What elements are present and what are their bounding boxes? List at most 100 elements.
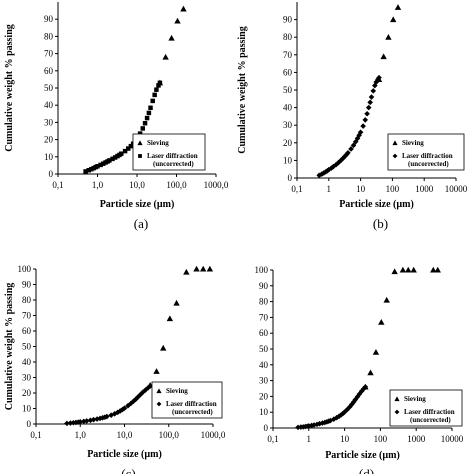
legend: Sieving Laser diffraction(uncorrected) (151, 381, 223, 419)
data-point (132, 396, 139, 402)
data-point (336, 413, 342, 420)
data-point (125, 146, 131, 151)
data-point (430, 266, 437, 273)
y-tick-label: 20 (259, 391, 269, 401)
chart-panel-2: 0 10 20 30 40 50 60 70 80 90 0,1 1 10 100 1000 10000 Par… (237, 2, 468, 231)
data-point (193, 265, 200, 272)
x-tick-label: 10000 (445, 184, 468, 194)
y-tick-label: 90 (283, 15, 293, 25)
data-point (368, 94, 375, 100)
data-point (391, 268, 398, 275)
y-tick-label: 40 (283, 103, 293, 113)
series-sieving (146, 265, 214, 388)
data-point (311, 422, 317, 428)
x-tick-label: 10,0 (117, 430, 133, 440)
data-point (308, 422, 315, 429)
data-point (153, 368, 160, 374)
data-point (333, 161, 339, 168)
data-point (372, 82, 378, 89)
data-point (152, 92, 157, 98)
data-point (144, 115, 150, 121)
data-point (145, 385, 151, 391)
legend-marker-laser (394, 409, 400, 415)
x-tick-label: 100,0 (159, 430, 180, 440)
data-point (352, 138, 359, 145)
data-point (183, 268, 190, 275)
data-point (125, 402, 131, 409)
data-point (358, 388, 365, 394)
data-point (367, 99, 373, 106)
data-point (316, 420, 323, 427)
series-sieving (362, 266, 441, 390)
data-point (122, 148, 128, 154)
x-axis-title: Particle size (µm) (87, 449, 162, 460)
y-tick-label: 80 (22, 295, 32, 305)
y-tick-label: 60 (283, 67, 293, 77)
data-point (380, 53, 387, 60)
y-tick-label: 80 (259, 297, 269, 307)
y-axis-title: Cumulative weight % passing (4, 24, 15, 152)
data-point (156, 83, 161, 88)
data-point (77, 419, 84, 425)
x-tick-label: 10,0 (129, 180, 145, 190)
data-point (83, 418, 90, 424)
legend-entry: Sieving (147, 139, 169, 147)
data-point (98, 162, 103, 168)
legend: Sieving Laser diffraction(uncorrected) (132, 133, 206, 171)
data-point (142, 121, 148, 126)
y-tick-label: 40 (44, 100, 54, 110)
y-tick-label: 40 (22, 357, 32, 367)
data-point (119, 151, 124, 156)
data-point (142, 387, 149, 393)
data-point (147, 383, 153, 389)
data-point (372, 348, 380, 355)
y-tick-label: 80 (44, 31, 54, 41)
legend: Sieving Laser diffraction(uncorrected) (389, 389, 463, 427)
data-point (173, 299, 180, 306)
y-tick-label: 10 (22, 404, 32, 414)
legend-marker-sieving (392, 140, 398, 146)
y-tick-label: 70 (44, 49, 54, 59)
legend-marker-sieving (394, 396, 400, 402)
legend-marker-sieving (156, 388, 162, 394)
x-tick-label: 0,1 (30, 430, 41, 440)
data-point (174, 17, 181, 24)
data-point (64, 420, 70, 427)
data-point (360, 386, 367, 392)
y-tick-label: 40 (259, 360, 269, 370)
legend-box (387, 133, 465, 171)
data-point (352, 396, 359, 403)
data-point (137, 131, 143, 136)
x-tick-label: 0,1 (52, 180, 63, 190)
data-point (166, 315, 174, 322)
x-tick-label: 100 (374, 434, 388, 444)
data-point (140, 126, 146, 131)
y-tick-label: 90 (44, 14, 54, 24)
data-point (295, 424, 301, 431)
y-tick-label: 70 (22, 311, 32, 321)
data-point (148, 105, 153, 111)
data-point (95, 164, 100, 169)
x-tick-label: 10 (356, 184, 366, 194)
y-tick-label: 20 (283, 138, 293, 148)
data-point (89, 166, 94, 172)
data-point (348, 146, 354, 152)
x-tick-label: 1 (307, 434, 312, 444)
data-point (97, 415, 103, 422)
y-tick-label: 80 (283, 32, 293, 42)
data-point (137, 391, 144, 398)
x-axis-title: Particle size (µm) (100, 199, 175, 210)
data-point (333, 414, 340, 421)
y-tick-label: 100 (18, 264, 32, 274)
chart-panel-1: 0 10 20 30 40 50 60 70 80 90 0,1 1,0 10,0 100,0 1000,0… (4, 2, 229, 231)
legend-entry: Sieving (404, 395, 426, 403)
data-point (110, 156, 115, 162)
data-point (112, 155, 118, 160)
data-point (135, 394, 141, 400)
data-point (117, 408, 124, 414)
data-point (362, 384, 369, 390)
data-point (342, 153, 348, 160)
data-point (101, 161, 106, 166)
data-point (338, 412, 344, 418)
y-tick-label: 50 (259, 344, 269, 354)
